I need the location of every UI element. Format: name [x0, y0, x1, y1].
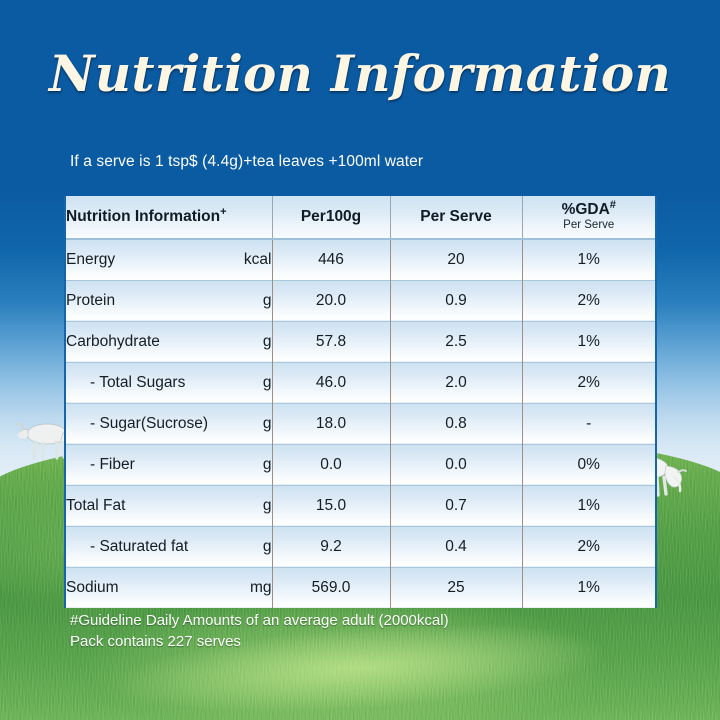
row-unit: g [218, 402, 273, 444]
header-gda-superscript: # [609, 198, 616, 211]
row-gda: 0% [522, 443, 655, 485]
row-per100g: 15.0 [272, 484, 391, 526]
row-unit: g [218, 320, 273, 362]
table-row: - Sugar(Sucrose) g 18.0 0.8- [66, 402, 655, 444]
table-row: Energy kcal 446 20 1% [66, 239, 655, 280]
table-row: - Fiber g 0.0 0.0 0% [66, 443, 655, 485]
row-label: - Fiber [66, 443, 218, 485]
table-row: Sodium mg 569.0 25 1% [66, 566, 655, 608]
table-header: Nutrition Information+ Per100g Per Serve… [66, 196, 656, 240]
table-header-row: Nutrition Information+ Per100g Per Serve… [66, 196, 656, 240]
header-gda: %GDA# Per Serve [522, 196, 656, 240]
table-row: Carbohydrate g 57.8 2.5 1% [66, 320, 655, 362]
row-per100g: 9.2 [272, 525, 391, 567]
row-gda: 2% [522, 525, 655, 567]
header-name-superscript: + [220, 205, 227, 218]
row-unit: g [218, 279, 273, 321]
header-nutrition-information: Nutrition Information+ [66, 196, 273, 240]
row-gda: 2% [522, 279, 655, 321]
row-label: - Total Sugars [66, 361, 218, 403]
row-per100g: 20.0 [272, 279, 391, 321]
page-title: Nutrition Information [49, 44, 671, 103]
row-per100g: 46.0 [272, 361, 391, 403]
row-gda: 1% [522, 484, 655, 526]
table-body: Energy kcal 446 20 1% Protein g 20.0 0.9 2% Carboh… [66, 239, 655, 608]
row-per100g: 18.0 [272, 402, 391, 444]
row-per-serve: 25 [390, 566, 523, 608]
row-gda: 1% [522, 239, 655, 280]
row-per-serve: 0.4 [390, 525, 523, 567]
row-per100g: 569.0 [272, 566, 391, 608]
table-row: Protein g 20.0 0.9 2% [66, 279, 655, 321]
row-unit: mg [218, 566, 273, 608]
table-row: - Total Sugars g 46.0 2.0 2% [66, 361, 655, 403]
row-per100g: 57.8 [272, 320, 391, 362]
row-per100g: 446 [272, 239, 391, 280]
footer-gda-note: #Guideline Daily Amounts of an average a… [70, 612, 449, 629]
row-unit: g [218, 443, 273, 485]
row-gda: 2% [522, 361, 655, 403]
row-per-serve: 20 [390, 239, 523, 280]
row-label: Total Fat [66, 484, 218, 526]
table-row: Total Fat g 15.0 0.7 1% [66, 484, 655, 526]
nutrition-table-wrapper: Nutrition Information+ Per100g Per Serve… [66, 196, 655, 608]
header-gda-subtitle: Per Serve [563, 218, 615, 231]
footer-serves-note: Pack contains 227 serves [70, 633, 241, 651]
row-label: Energy [66, 239, 218, 280]
row-gda: 1% [522, 320, 655, 362]
row-per-serve: 0.9 [390, 279, 523, 321]
row-gda: 1% [522, 566, 655, 608]
nutrition-table: Nutrition Information+ Per100g Per Serve… [66, 196, 655, 608]
row-label: Protein [66, 279, 218, 321]
header-gda-main: %GDA# [523, 198, 656, 218]
serve-description: If a serve is 1 tsp$ (4.4g)+tea leaves +… [70, 153, 424, 170]
header-per-serve: Per Serve [390, 196, 523, 240]
header-gda-text: %GDA [561, 200, 610, 218]
header-per100g: Per100g [272, 196, 391, 240]
row-gda: - [522, 402, 655, 444]
row-unit: kcal [218, 239, 273, 280]
row-per-serve: 2.5 [390, 320, 523, 362]
row-label: - Sugar(Sucrose) [66, 402, 218, 444]
header-name-text: Nutrition Information [66, 208, 221, 225]
row-unit: g [218, 361, 273, 403]
row-per-serve: 2.0 [390, 361, 523, 403]
row-label: Sodium [66, 566, 218, 608]
row-per-serve: 0.0 [390, 443, 523, 485]
footer-notes: #Guideline Daily Amounts of an average a… [70, 610, 670, 653]
table-row: - Saturated fat g 9.2 0.4 2% [66, 525, 655, 567]
row-label: Carbohydrate [66, 320, 218, 362]
row-unit: g [218, 484, 273, 526]
row-label: - Saturated fat [66, 525, 218, 567]
row-per100g: 0.0 [272, 443, 391, 485]
row-per-serve: 0.7 [390, 484, 523, 526]
row-per-serve: 0.8 [390, 402, 523, 444]
row-unit: g [218, 525, 273, 567]
